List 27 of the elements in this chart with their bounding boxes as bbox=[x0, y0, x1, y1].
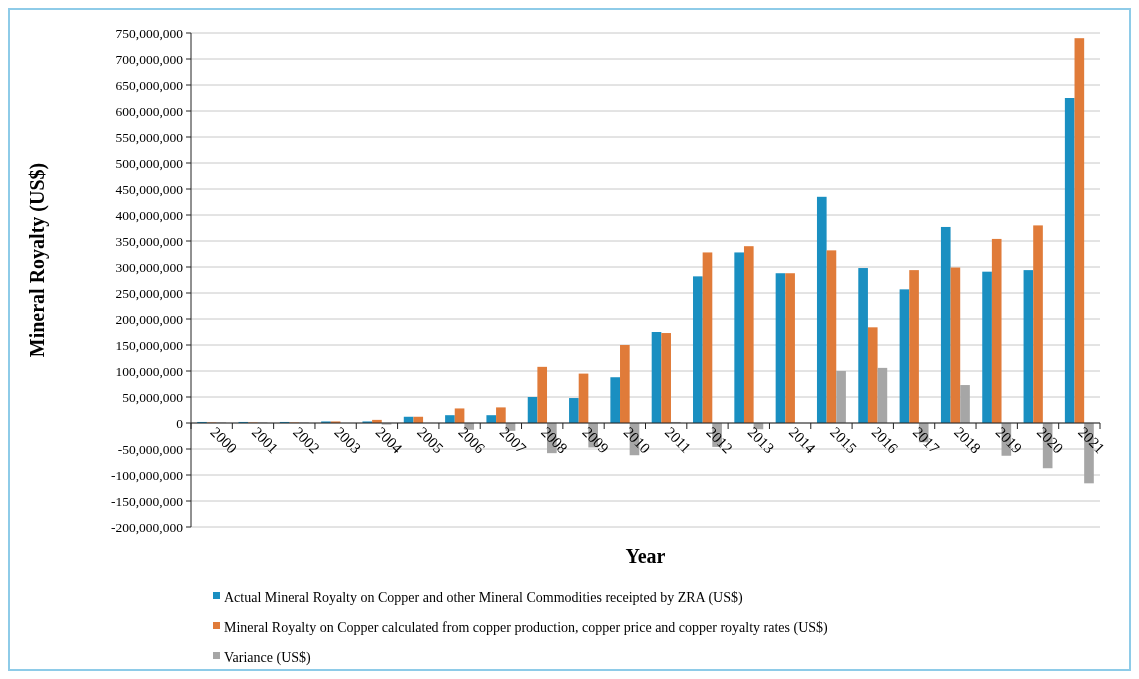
y-tick-label: 650,000,000 bbox=[115, 77, 184, 93]
y-tick-label: 450,000,000 bbox=[115, 181, 184, 197]
y-tick-label: -100,000,000 bbox=[111, 467, 184, 483]
y-tick-label: 0 bbox=[176, 415, 184, 431]
y-tick-label: 600,000,000 bbox=[115, 103, 184, 119]
x-axis-title: Year bbox=[625, 545, 666, 567]
y-tick-label: 350,000,000 bbox=[115, 233, 184, 249]
y-tick-label: 750,000,000 bbox=[115, 25, 184, 41]
y-tick-label: 700,000,000 bbox=[115, 51, 184, 67]
y-tick-label: 500,000,000 bbox=[115, 155, 184, 171]
y-tick-label: 300,000,000 bbox=[115, 259, 184, 275]
y-tick-label: 100,000,000 bbox=[115, 363, 184, 379]
legend-label: Actual Mineral Royalty on Copper and other Mineral Commodities receipted by ZRA (US$) bbox=[224, 589, 744, 606]
y-tick-label: 50,000,000 bbox=[122, 389, 184, 405]
y-tick-label: 200,000,000 bbox=[115, 311, 184, 327]
y-tick-label: 250,000,000 bbox=[115, 285, 184, 301]
legend-label: Mineral Royalty on Copper calculated from copper production, copper price and copper royalty rates (US$) bbox=[224, 619, 829, 636]
y-axis-title: Mineral Royalty (US$) bbox=[26, 162, 49, 358]
x-tick-label: 2017 bbox=[909, 423, 943, 457]
legend-label: Variance (US$) bbox=[224, 649, 312, 666]
y-tick-label: -50,000,000 bbox=[117, 441, 184, 457]
y-tick-label: 400,000,000 bbox=[115, 207, 184, 223]
y-tick-label: 550,000,000 bbox=[115, 129, 184, 145]
y-tick-label: -200,000,000 bbox=[111, 519, 184, 535]
y-tick-label: -150,000,000 bbox=[111, 493, 184, 509]
y-tick-label: 150,000,000 bbox=[115, 337, 184, 353]
x-tick-label: 2007 bbox=[496, 423, 530, 457]
